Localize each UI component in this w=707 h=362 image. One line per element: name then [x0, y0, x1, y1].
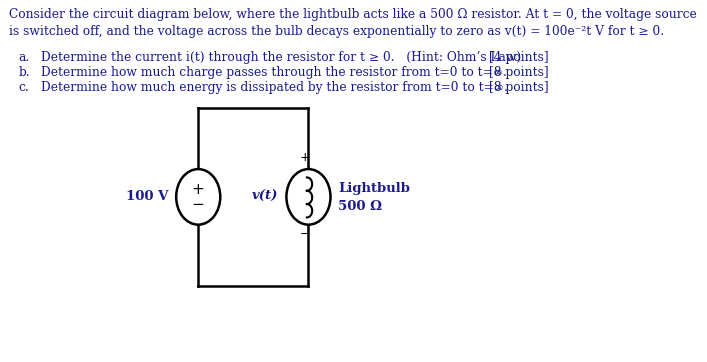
Text: +: +	[299, 151, 310, 164]
Text: Determine how much charge passes through the resistor from t=0 to t=∞.: Determine how much charge passes through…	[41, 66, 507, 79]
Text: 500 Ω: 500 Ω	[339, 200, 382, 213]
Text: [8 points]: [8 points]	[489, 66, 549, 79]
Text: is switched off, and the voltage across the bulb decays exponentially to zero as: is switched off, and the voltage across …	[9, 25, 665, 38]
Text: [8 points]: [8 points]	[489, 81, 549, 94]
Text: −: −	[192, 197, 204, 212]
Text: Determine how much energy is dissipated by the resistor from t=0 to t=∞.: Determine how much energy is dissipated …	[41, 81, 508, 94]
Text: [4 points]: [4 points]	[489, 51, 549, 64]
Text: v(t): v(t)	[252, 190, 279, 203]
Text: −: −	[299, 228, 310, 241]
Text: c.: c.	[18, 81, 30, 94]
Circle shape	[286, 169, 330, 225]
Text: Lightbulb: Lightbulb	[339, 182, 410, 195]
Text: Consider the circuit diagram below, where the lightbulb acts like a 500 Ω resist: Consider the circuit diagram below, wher…	[9, 8, 697, 21]
Text: Determine the current i(t) through the resistor for t ≥ 0.   (Hint: Ohm’s Law): Determine the current i(t) through the r…	[41, 51, 521, 64]
Text: a.: a.	[18, 51, 30, 64]
Text: b.: b.	[18, 66, 30, 79]
Circle shape	[176, 169, 221, 225]
Text: 100 V: 100 V	[126, 190, 168, 203]
Text: +: +	[192, 182, 204, 197]
